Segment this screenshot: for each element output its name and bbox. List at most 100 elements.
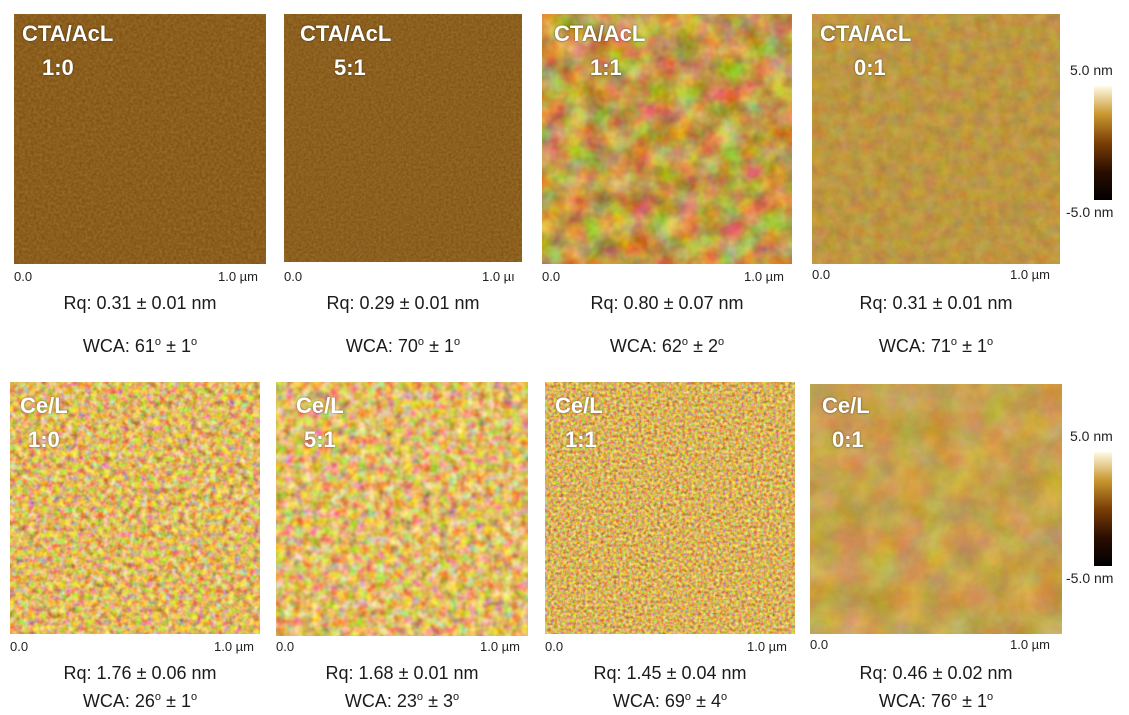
wca-value: WCA: 70o ± 1o [284,336,522,356]
degree-mark: o [720,691,728,703]
sample-title: Ce/L [296,393,344,418]
axis-end-label: 1.0 µı [482,269,515,284]
afm-image [812,14,1060,264]
scale-max-label: 5.0 nm [1070,62,1113,78]
degree-mark: o [154,336,162,348]
afm-panel-cta-1-0: CTA/AcL 1:0 0.0 1.0 µm Rq: 0.31 ± 0.01 n… [14,14,266,364]
afm-panel-cel-1-0: Ce/L 1:0 0.0 1.0 µm Rq: 1.76 ± 0.06 nm W… [10,382,260,712]
afm-texture [542,14,792,264]
degree-mark: o [190,336,198,348]
wca-value: WCA: 61o ± 1o [14,336,266,356]
wca-label: WCA: [609,336,657,356]
wca-number: 76 [930,691,951,711]
wca-number: 71 [930,336,951,356]
rq-value: Rq: 0.29 ± 0.01 nm [326,293,480,313]
rq-text: 0.31 ± 0.01 nm [892,293,1013,313]
wca-number: 26 [134,691,155,711]
degree-mark: o [684,691,692,703]
scale-max-label: 5.0 nm [1070,428,1113,444]
wca-error: 1 [976,336,987,356]
degree-mark: o [416,691,424,703]
afm-image [542,14,792,264]
wca-error: 1 [180,336,191,356]
afm-image [545,382,795,634]
scale-min-label: -5.0 nm [1066,204,1114,220]
wca-number: 70 [397,336,418,356]
color-gradient [1094,86,1112,200]
wca-error: 3 [442,691,453,711]
sample-title: Ce/L [822,393,870,418]
afm-panel-cel-0-1: Ce/L 0:1 0.0 1.0 µm Rq: 0.46 ± 0.02 nm W… [810,384,1062,712]
wca-label: WCA: [878,691,926,711]
color-scale-bar-top: 5.0 nm -5.0 nm [1066,62,1113,220]
axis-end-label: 1.0 µm [218,269,259,284]
axis-start-label: 0.0 [812,267,831,282]
rq-text: 1.76 ± 0.06 nm [96,663,217,683]
degree-mark: o [986,336,994,348]
axis-end-label: 1.0 µm [480,639,521,654]
afm-panel-cta-0-1: CTA/AcL 0:1 0.0 1.0 µm Rq: 0.31 ± 0.01 n… [812,14,1060,364]
wca-label: WCA: [612,691,660,711]
axis-start-label: 0.0 [276,639,295,654]
color-scale-bar-bottom: 5.0 nm -5.0 nm [1066,428,1113,586]
wca-value: WCA: 71o ± 1o [812,336,1060,356]
sample-ratio: 5:1 [334,55,366,80]
pm-mark: ± [428,691,438,711]
sample-ratio: 1:1 [590,55,622,80]
pm-mark: ± [166,336,176,356]
wca-error: 2 [707,336,718,356]
afm-image [276,382,528,636]
wca-number: 61 [134,336,155,356]
afm-panel-cel-1-1: Ce/L 1:1 0.0 1.0 µm Rq: 1.45 ± 0.04 nm W… [545,382,795,712]
degree-mark: o [717,336,725,348]
axis-start-label: 0.0 [284,269,303,284]
sample-ratio: 5:1 [304,427,336,452]
axis-end-label: 1.0 µm [1010,637,1051,652]
axis-start-label: 0.0 [14,269,33,284]
wca-error: 1 [180,691,191,711]
axis-end-label: 1.0 µm [1010,267,1051,282]
degree-mark: o [154,691,162,703]
afm-texture [812,14,1060,264]
rq-value: Rq: 0.31 ± 0.01 nm [859,293,1013,313]
afm-texture [545,382,795,634]
wca-label: WCA: [82,691,130,711]
scale-min-label: -5.0 nm [1066,570,1114,586]
afm-image [810,384,1062,634]
sample-title: CTA/AcL [820,21,912,46]
afm-panel-cta-1-1: CTA/AcL 1:1 0.0 1.0 µm Rq: 0.80 ± 0.07 n… [542,14,792,364]
degree-mark: o [950,336,958,348]
wca-value: WCA: 62o ± 2o [542,336,792,356]
sample-ratio: 0:1 [832,427,864,452]
degree-mark: o [452,691,460,703]
afm-panel-cta-5-1: CTA/AcL 5:1 0.0 1.0 µı Rq: 0.29 ± 0.01 n… [284,14,522,364]
afm-texture [810,384,1062,634]
wca-value: WCA: 76o ± 1o [810,691,1062,711]
degree-mark: o [986,691,994,703]
degree-mark: o [190,691,198,703]
pm-mark: ± [696,691,706,711]
color-gradient [1094,452,1112,566]
afm-texture [276,382,528,636]
degree-mark: o [417,336,425,348]
pm-mark: ± [693,336,703,356]
wca-label: WCA: [878,336,926,356]
rq-text: 1.68 ± 0.01 nm [358,663,479,683]
wca-value: WCA: 23o ± 3o [276,691,528,711]
axis-start-label: 0.0 [545,639,564,654]
wca-number: 23 [396,691,417,711]
sample-title: CTA/AcL [300,21,392,46]
afm-image [284,14,522,262]
pm-mark: ± [429,336,439,356]
degree-mark: o [453,336,461,348]
afm-texture [14,14,266,264]
rq-value: Rq: 1.68 ± 0.01 nm [325,663,479,683]
degree-mark: o [681,336,689,348]
sample-ratio: 1:0 [42,55,74,80]
afm-image [10,382,260,634]
wca-error: 1 [976,691,987,711]
axis-start-label: 0.0 [810,637,829,652]
sample-ratio: 1:0 [28,427,60,452]
rq-text: 0.29 ± 0.01 nm [359,293,480,313]
wca-value: WCA: 69o ± 4o [545,691,795,711]
